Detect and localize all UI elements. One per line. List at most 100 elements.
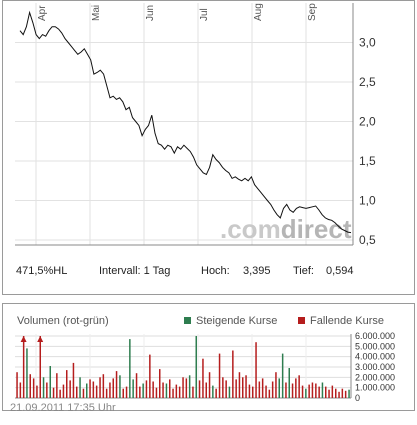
- volume-bar: [122, 388, 124, 398]
- comdirect-watermark: .comdirect: [220, 214, 352, 244]
- y-tick-label: 3,0: [359, 36, 376, 50]
- volume-bar: [36, 385, 38, 398]
- volume-bar: [165, 383, 168, 398]
- volume-bar: [129, 339, 131, 398]
- volume-overflow-arrow: [37, 336, 44, 342]
- volume-bar: [232, 350, 234, 398]
- volume-bar: [149, 354, 151, 398]
- volume-bar: [192, 386, 194, 398]
- volume-bar: [69, 380, 71, 398]
- volume-tick-label: 3.000.000: [355, 362, 395, 372]
- volume-bar: [318, 386, 320, 398]
- low-label: Tief:: [293, 265, 314, 277]
- volume-bar: [328, 389, 330, 398]
- volume-bar: [66, 370, 68, 398]
- volume-bar: [42, 377, 45, 398]
- volume-bar: [278, 378, 280, 398]
- legend-falling-swatch: [298, 317, 305, 324]
- x-tick-label: Aug: [253, 3, 264, 21]
- high-label: Hoch:: [201, 265, 230, 277]
- volume-bar: [102, 374, 105, 398]
- volume-bar: [152, 381, 154, 398]
- volume-bar: [142, 383, 144, 398]
- volume-bar: [205, 382, 207, 398]
- x-tick-label: Apr: [37, 5, 48, 21]
- volume-tick-label: 0: [355, 393, 360, 403]
- volume-bar: [92, 381, 95, 398]
- volume-bar: [341, 388, 344, 398]
- y-tick-label: 0,5: [359, 233, 376, 247]
- volume-bar: [172, 388, 174, 398]
- volume-bar: [291, 383, 294, 398]
- volume-bar: [16, 372, 18, 398]
- volume-bar: [301, 385, 304, 398]
- volume-bar: [228, 386, 231, 398]
- volume-bar: [112, 378, 114, 398]
- volume-bar: [159, 369, 161, 398]
- volume-bar: [169, 379, 171, 398]
- volume-bar: [261, 378, 264, 398]
- volume-bar: [265, 385, 267, 398]
- volume-bar: [99, 377, 101, 398]
- volume-bar: [335, 388, 337, 398]
- volume-bar: [235, 379, 237, 398]
- volume-bar: [95, 385, 98, 398]
- volume-bar: [175, 384, 178, 398]
- volume-bar: [268, 389, 271, 398]
- volume-bar: [56, 373, 58, 398]
- volume-bar: [298, 375, 300, 398]
- volume-bar: [225, 380, 227, 398]
- volume-bar: [132, 379, 134, 398]
- y-tick-label: 1,0: [359, 194, 376, 208]
- volume-bar: [162, 382, 164, 398]
- volume-bar: [76, 386, 78, 398]
- volume-bar: [135, 373, 138, 398]
- volume-bar: [331, 385, 334, 398]
- volume-bar: [315, 383, 317, 398]
- volume-title: Volumen (rot-grün): [17, 315, 109, 327]
- volume-bar: [281, 353, 284, 398]
- volume-bar: [311, 382, 314, 398]
- volume-bar: [248, 384, 251, 398]
- watermark-suffix: direct: [281, 214, 352, 244]
- volume-bar: [39, 336, 41, 398]
- volume-bar: [321, 382, 324, 398]
- legend-falling: Fallende Kurse: [298, 315, 384, 327]
- volume-bar: [208, 372, 211, 398]
- volume-bar: [62, 384, 65, 398]
- volume-bar: [308, 384, 310, 398]
- x-tick-label: Sep: [307, 3, 318, 21]
- volume-bar: [185, 378, 188, 398]
- x-tick-label: Mai: [91, 5, 102, 21]
- volume-bar: [218, 353, 221, 398]
- y-tick-label: 2,0: [359, 115, 376, 129]
- volume-bar: [49, 366, 51, 398]
- volume-tick-label: 1.000.000: [355, 383, 395, 393]
- volume-bar: [288, 368, 290, 398]
- legend-falling-label: Fallende Kurse: [310, 315, 384, 327]
- volume-bar: [202, 358, 204, 398]
- x-tick-label: Jul: [199, 8, 210, 21]
- x-tick-label: Jun: [145, 5, 156, 21]
- volume-bar: [222, 377, 224, 398]
- volume-bar: [105, 388, 108, 398]
- volume-bar: [119, 375, 121, 398]
- price-chart-panel: Apr Mai Jun Jul Aug Sep 0,5 1,0 1,5 2,0 2,5 3,0 .com…: [2, 0, 415, 295]
- volume-bar: [139, 386, 141, 398]
- watermark-prefix: .com: [220, 214, 281, 244]
- volume-bar: [215, 388, 217, 398]
- volume-bar-chart: 01.000.0002.000.0003.000.0004.000.0005.0…: [15, 331, 395, 403]
- volume-bar: [325, 386, 327, 398]
- volume-bar: [348, 389, 350, 398]
- volume-bar: [242, 377, 244, 398]
- volume-bar: [198, 380, 201, 398]
- volume-bar: [338, 391, 340, 398]
- volume-bar: [89, 379, 91, 398]
- volume-tick-label: 2.000.000: [355, 372, 395, 382]
- volume-tick-label: 5.000.000: [355, 341, 395, 351]
- volume-bar: [125, 386, 128, 398]
- volume-bar: [19, 382, 22, 398]
- price-line-chart: Apr Mai Jun Jul Aug Sep 0,5 1,0 1,5 2,0 2,5 3,0 .com…: [15, 3, 376, 247]
- volume-tick-label: 4.000.000: [355, 352, 395, 362]
- volume-tick-label: 6.000.000: [355, 331, 395, 341]
